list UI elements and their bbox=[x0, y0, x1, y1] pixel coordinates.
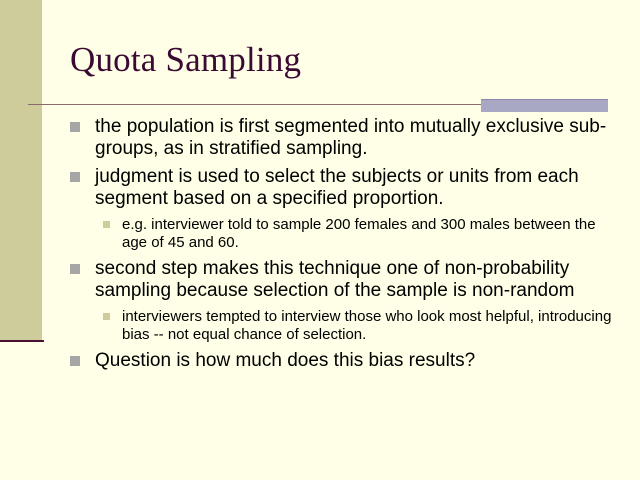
bullet-text: Question is how much does this bias resu… bbox=[95, 350, 476, 371]
square-bullet-icon bbox=[70, 356, 80, 366]
left-bar-underline bbox=[0, 340, 44, 342]
small-square-bullet-icon bbox=[103, 221, 110, 228]
bullet-list: the population is first segmented into m… bbox=[70, 116, 618, 378]
small-square-bullet-icon bbox=[103, 313, 110, 320]
bullet-item: the population is first segmented into m… bbox=[70, 116, 618, 160]
bullet-item: second step makes this technique one of … bbox=[70, 258, 618, 302]
square-bullet-icon bbox=[70, 122, 80, 132]
title-divider bbox=[28, 104, 608, 105]
sub-bullet-text: interviewers tempted to interview those … bbox=[122, 308, 612, 343]
bullet-text: judgment is used to select the subjects … bbox=[95, 166, 579, 209]
sub-bullet-text: e.g. interviewer told to sample 200 fema… bbox=[122, 216, 596, 251]
bullet-text: second step makes this technique one of … bbox=[95, 258, 575, 301]
bullet-item: judgment is used to select the subjects … bbox=[70, 166, 618, 210]
sub-bullet-item: e.g. interviewer told to sample 200 fema… bbox=[70, 216, 618, 252]
square-bullet-icon bbox=[70, 264, 80, 274]
slide-title: Quota Sampling bbox=[70, 40, 302, 79]
divider-accent-bar bbox=[481, 99, 608, 112]
square-bullet-icon bbox=[70, 172, 80, 182]
bullet-item: Question is how much does this bias resu… bbox=[70, 350, 618, 372]
left-decorative-bar bbox=[0, 0, 42, 342]
sub-bullet-item: interviewers tempted to interview those … bbox=[70, 308, 618, 344]
bullet-text: the population is first segmented into m… bbox=[95, 116, 607, 159]
